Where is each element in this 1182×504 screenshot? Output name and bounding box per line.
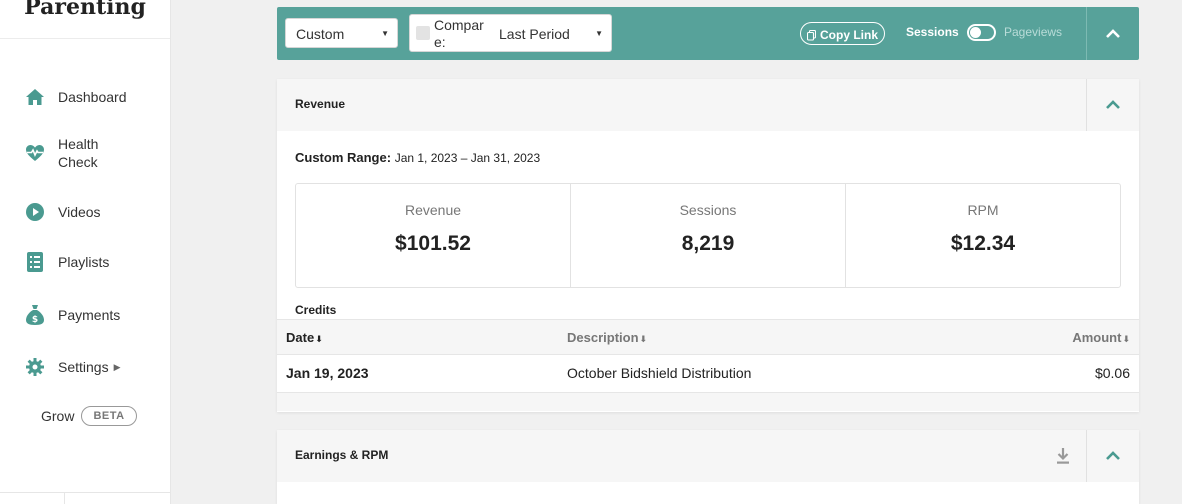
date-range-value: Custom <box>296 26 345 42</box>
column-header-amount[interactable]: Amount⬇ <box>1072 330 1130 345</box>
sidebar: Parenting Dashboard Health Check Videos … <box>0 0 171 504</box>
sidebar-item-dashboard[interactable]: Dashboard <box>24 86 127 108</box>
pageviews-label[interactable]: Pageviews <box>1004 25 1063 39</box>
column-label: Description <box>567 330 639 345</box>
sidebar-item-label: Health Check <box>58 136 99 170</box>
heartbeat-icon <box>24 142 46 164</box>
column-header-description[interactable]: Description⬇ <box>567 330 647 345</box>
compare-checkbox[interactable] <box>416 26 430 40</box>
chevron-up-icon <box>1106 100 1120 109</box>
panel-body <box>277 482 1139 504</box>
report-toolbar: Custom ▼ Compare: Last Period ▼ Copy Lin… <box>277 7 1139 60</box>
divider <box>1086 7 1087 60</box>
panel-title: Earnings & RPM <box>295 448 389 462</box>
toolbar-collapse-button[interactable] <box>1087 7 1139 60</box>
caret-down-icon: ▼ <box>381 29 389 38</box>
date-range-select[interactable]: Custom ▼ <box>285 18 398 48</box>
sessions-pageviews-toggle[interactable] <box>967 24 996 41</box>
list-icon <box>24 251 46 273</box>
grow-label: Grow <box>41 408 75 424</box>
stat-label: Revenue <box>404 202 462 218</box>
compare-period-select[interactable]: Last Period <box>499 26 570 42</box>
panel-header: Revenue <box>277 79 1139 131</box>
sidebar-item-grow[interactable]: Grow BETA <box>41 406 137 426</box>
svg-text:$: $ <box>32 315 38 325</box>
sessions-label[interactable]: Sessions <box>906 25 959 39</box>
revenue-panel: Revenue Custom Range: Jan 1, 2023 – Jan … <box>277 79 1139 412</box>
sidebar-item-videos[interactable]: Videos <box>24 201 101 223</box>
caret-right-icon: ▶ <box>113 361 121 372</box>
divider <box>64 492 65 504</box>
cell-description: October Bidshield Distribution <box>567 365 752 381</box>
range-label: Custom Range: <box>295 150 392 165</box>
stat-sessions: Sessions 8,219 <box>571 184 846 287</box>
earnings-collapse-button[interactable] <box>1086 430 1139 482</box>
column-label: Amount <box>1072 330 1122 345</box>
revenue-collapse-button[interactable] <box>1086 79 1139 131</box>
sidebar-item-health-check[interactable]: Health Check <box>24 135 118 171</box>
cell-amount: $0.06 <box>1094 365 1130 381</box>
panel-title: Revenue <box>295 97 346 111</box>
sort-arrow-icon: ⬇ <box>639 334 648 344</box>
sidebar-item-label: Playlists <box>58 254 110 270</box>
copy-link-button[interactable]: Copy Link <box>800 22 886 45</box>
earnings-rpm-panel: Earnings & RPM <box>277 430 1139 504</box>
stat-label: Sessions <box>679 202 737 218</box>
sidebar-item-payments[interactable]: $ Payments <box>24 304 120 326</box>
beta-badge: BETA <box>81 406 137 426</box>
download-icon[interactable] <box>1055 447 1071 465</box>
cell-date: Jan 19, 2023 <box>286 365 369 381</box>
stat-label: RPM <box>967 202 999 218</box>
money-bag-icon: $ <box>24 304 46 326</box>
chevron-up-icon <box>1106 451 1120 460</box>
credits-table: Date⬇ Description⬇ Amount⬇ Jan 19, 2023 … <box>277 319 1139 411</box>
stats-summary: Revenue $101.52 Sessions 8,219 RPM $12.3… <box>295 183 1121 288</box>
credits-title: Credits <box>295 303 337 317</box>
divider <box>0 38 170 39</box>
custom-range: Custom Range: Jan 1, 2023 – Jan 31, 2023 <box>295 150 540 165</box>
table-header: Date⬇ Description⬇ Amount⬇ <box>277 319 1139 355</box>
range-value: Jan 1, 2023 – Jan 31, 2023 <box>394 151 541 165</box>
sidebar-item-settings[interactable]: Settings ▶ <box>24 356 121 378</box>
compare-control[interactable]: Compare: Last Period ▼ <box>409 14 612 52</box>
copy-icon <box>806 29 817 41</box>
stat-rpm: RPM $12.34 <box>846 184 1120 287</box>
play-circle-icon <box>24 201 46 223</box>
stat-value: $101.52 <box>395 232 471 255</box>
table-footer <box>277 393 1139 411</box>
sort-arrow-icon: ⬇ <box>315 334 323 344</box>
compare-label: Compare: <box>434 17 484 50</box>
divider <box>0 492 170 493</box>
stat-value: 8,219 <box>681 232 735 255</box>
home-icon <box>24 86 46 108</box>
sidebar-item-label: Videos <box>58 204 101 220</box>
toggle-knob <box>970 27 981 38</box>
copy-link-label: Copy Link <box>820 28 879 42</box>
sidebar-item-label: Dashboard <box>58 89 127 105</box>
gear-icon <box>24 356 46 378</box>
sidebar-item-playlists[interactable]: Playlists <box>24 251 109 273</box>
sidebar-item-label: Settings <box>58 359 109 375</box>
column-header-date[interactable]: Date⬇ <box>286 330 323 345</box>
column-label: Date <box>286 330 315 345</box>
sort-arrow-icon: ⬇ <box>1122 334 1130 344</box>
panel-header: Earnings & RPM <box>277 430 1139 482</box>
stat-revenue: Revenue $101.52 <box>296 184 571 287</box>
caret-down-icon: ▼ <box>595 29 603 38</box>
brand-logo: Parenting <box>24 0 146 20</box>
stat-value: $12.34 <box>950 232 1016 255</box>
sidebar-item-label: Payments <box>58 307 121 323</box>
table-row: Jan 19, 2023 October Bidshield Distribut… <box>277 355 1139 393</box>
chevron-up-icon <box>1106 28 1120 38</box>
